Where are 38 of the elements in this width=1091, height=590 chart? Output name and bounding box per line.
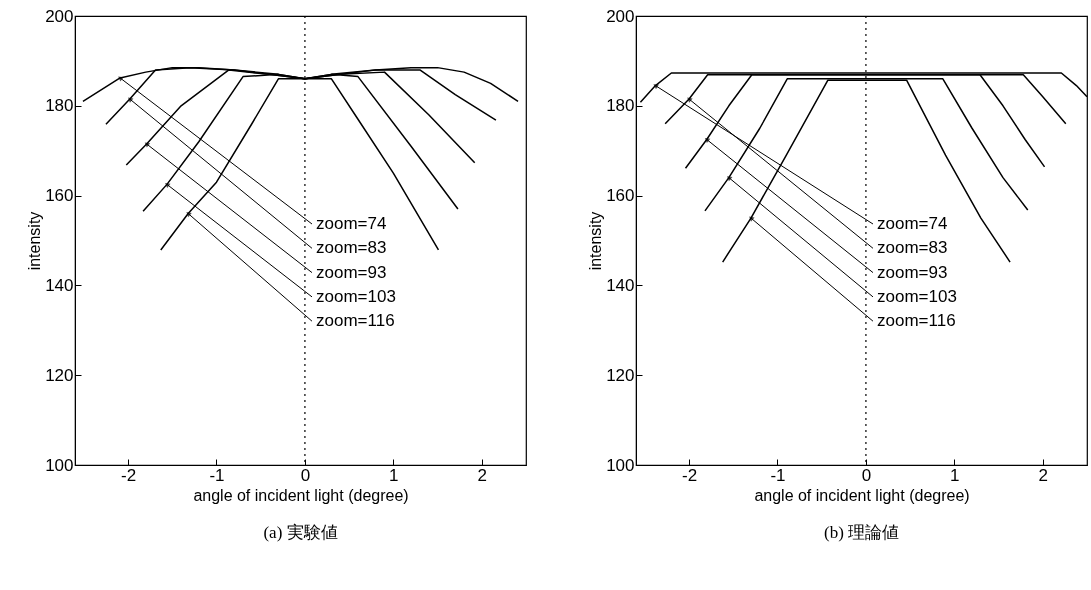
text: zoom=83 [316,238,387,258]
x-tick-label: 0 [861,465,872,485]
y-tick-label: 120 [45,365,74,385]
y-tick-label: 140 [45,275,74,295]
y-axis-title: intensity [587,211,605,271]
y-tick-label: 160 [45,186,74,206]
y-tick-label: 160 [606,186,635,206]
y-tick-label: 180 [606,96,635,116]
text: zoom=103 [316,286,396,306]
text: zoom=83 [877,238,948,258]
y-axis-title: intensity [26,211,44,271]
y-tick-label: 200 [45,6,74,26]
y-tick-label: 100 [45,455,74,475]
text: zoom=74 [877,214,948,233]
x-tick-label: 1 [389,465,399,485]
text: zoom=103 [877,286,957,306]
x-tick-label: 2 [1038,465,1049,485]
y-tick-label: 200 [606,6,635,26]
text: (a) 実験値 [263,523,338,542]
x-axis-title: angle of incident light (degree) [754,486,970,504]
text: zoom=93 [877,262,948,282]
x-tick-label: 0 [300,465,311,485]
x-tick-label: -1 [209,465,225,485]
text: zoom=116 [316,311,395,331]
x-tick-label: 1 [950,465,960,485]
text: zoom=116 [877,311,956,331]
x-tick-label: -2 [121,465,137,485]
y-tick-label: 100 [606,455,635,475]
x-tick-label: -1 [770,465,786,485]
x-axis-title: angle of incident light (degree) [193,486,409,504]
text: zoom=74 [316,214,387,233]
text: zoom=93 [316,262,387,282]
x-tick-label: 2 [477,465,488,485]
x-tick-label: -2 [682,465,698,485]
y-tick-label: 120 [606,365,635,385]
y-tick-label: 180 [45,96,74,116]
y-tick-label: 140 [606,275,635,295]
text: (b) 理論値 [823,523,900,542]
